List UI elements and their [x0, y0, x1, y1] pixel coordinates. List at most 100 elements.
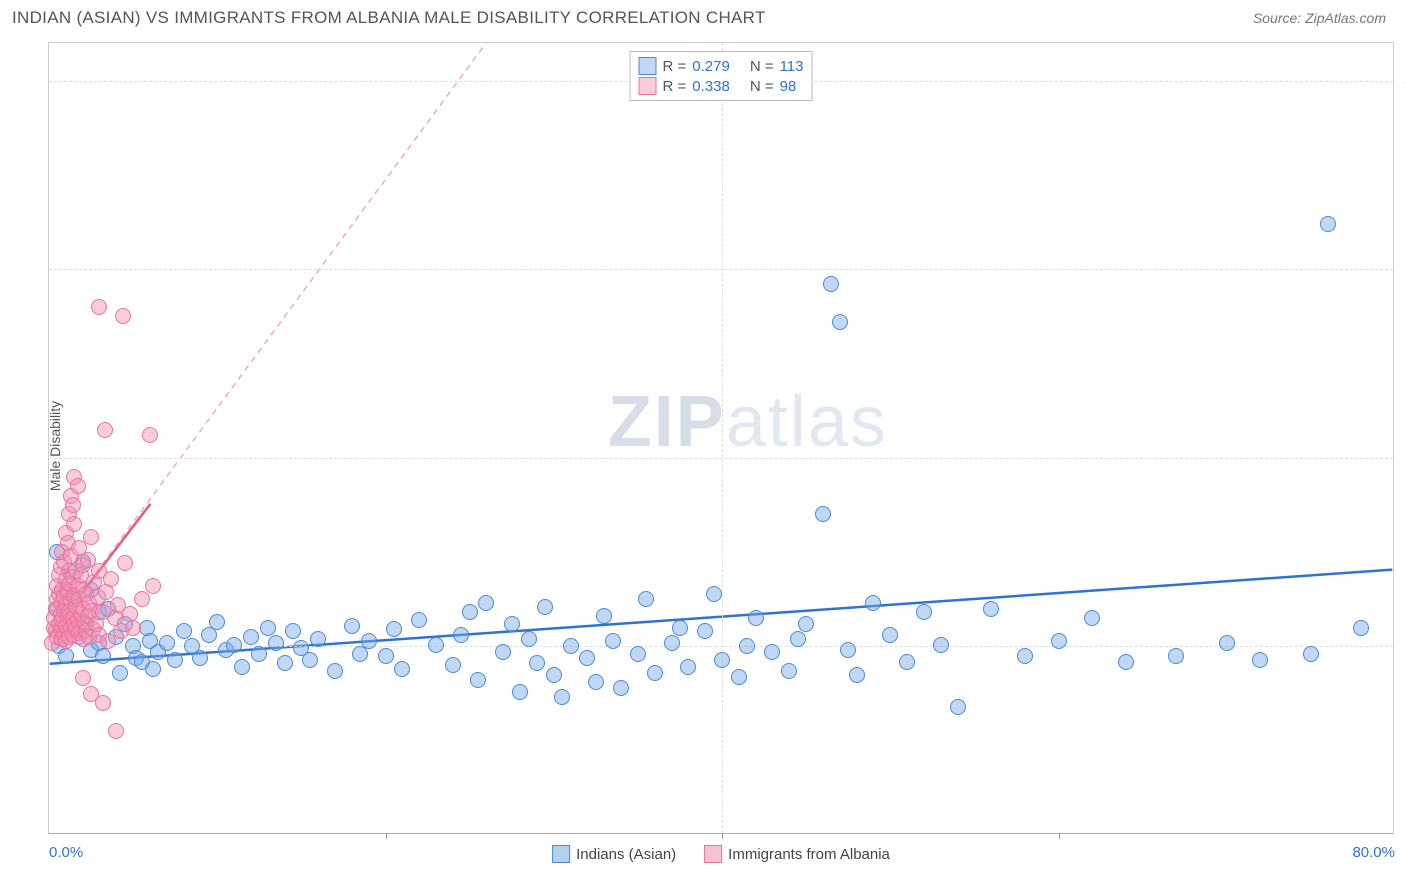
legend-swatch-albania	[639, 77, 657, 95]
point-indian	[495, 644, 511, 660]
legend-stats-row-0: R = 0.279 N = 113	[639, 56, 804, 76]
point-indian	[706, 586, 722, 602]
xtick	[722, 833, 723, 839]
point-indian	[453, 627, 469, 643]
point-albania	[75, 670, 91, 686]
point-albania	[70, 478, 86, 494]
point-indian	[605, 633, 621, 649]
point-indian	[260, 620, 276, 636]
point-indian	[899, 654, 915, 670]
point-albania	[142, 427, 158, 443]
point-indian	[672, 620, 688, 636]
point-indian	[445, 657, 461, 673]
point-indian	[285, 623, 301, 639]
grid-v	[722, 43, 723, 833]
legend-stats: R = 0.279 N = 113 R = 0.338 N = 98	[630, 51, 813, 101]
chart-title: INDIAN (ASIAN) VS IMMIGRANTS FROM ALBANI…	[12, 8, 766, 28]
point-indian	[428, 637, 444, 653]
point-indian	[95, 648, 111, 664]
point-indian	[504, 616, 520, 632]
point-albania	[66, 516, 82, 532]
x-axis-max-label: 80.0%	[1352, 844, 1395, 861]
point-indian	[546, 667, 562, 683]
xtick	[1059, 833, 1060, 839]
grid-h	[49, 458, 1393, 459]
point-indian	[192, 650, 208, 666]
point-albania	[91, 299, 107, 315]
point-indian	[823, 276, 839, 292]
point-indian	[815, 506, 831, 522]
point-indian	[209, 614, 225, 630]
point-indian	[226, 637, 242, 653]
point-albania	[103, 571, 119, 587]
chart-plot-area: ZIPatlas R = 0.279 N = 113 R = 0.338 N =…	[48, 42, 1394, 834]
point-indian	[664, 635, 680, 651]
point-indian	[764, 644, 780, 660]
point-indian	[386, 621, 402, 637]
point-indian	[840, 642, 856, 658]
watermark: ZIPatlas	[608, 381, 888, 463]
point-indian	[1051, 633, 1067, 649]
point-indian	[882, 627, 898, 643]
point-indian	[563, 638, 579, 654]
point-indian	[521, 631, 537, 647]
point-indian	[1252, 652, 1268, 668]
point-albania	[134, 591, 150, 607]
point-indian	[361, 633, 377, 649]
point-indian	[243, 629, 259, 645]
point-indian	[832, 314, 848, 330]
point-indian	[378, 648, 394, 664]
point-indian	[529, 655, 545, 671]
source-label: Source: ZipAtlas.com	[1253, 10, 1386, 26]
point-indian	[112, 665, 128, 681]
title-bar: INDIAN (ASIAN) VS IMMIGRANTS FROM ALBANI…	[0, 0, 1406, 32]
point-indian	[748, 610, 764, 626]
legend-swatch-indian-b	[552, 845, 570, 863]
point-indian	[865, 595, 881, 611]
point-albania	[115, 308, 131, 324]
point-indian	[739, 638, 755, 654]
point-indian	[950, 699, 966, 715]
point-albania	[117, 555, 133, 571]
point-indian	[554, 689, 570, 705]
point-indian	[145, 661, 161, 677]
point-albania	[97, 422, 113, 438]
trend-lines	[49, 43, 1393, 833]
point-indian	[647, 665, 663, 681]
point-indian	[1353, 620, 1369, 636]
point-indian	[512, 684, 528, 700]
point-indian	[470, 672, 486, 688]
point-indian	[1320, 216, 1336, 232]
point-indian	[1084, 610, 1100, 626]
point-indian	[790, 631, 806, 647]
point-indian	[478, 595, 494, 611]
point-indian	[1168, 648, 1184, 664]
legend-item-indian: Indians (Asian)	[552, 845, 676, 863]
point-indian	[302, 652, 318, 668]
grid-h	[49, 269, 1393, 270]
point-indian	[327, 663, 343, 679]
legend-series: Indians (Asian) Immigrants from Albania	[552, 845, 890, 863]
point-albania	[65, 497, 81, 513]
point-indian	[251, 646, 267, 662]
point-indian	[1219, 635, 1235, 651]
point-albania	[95, 695, 111, 711]
point-indian	[714, 652, 730, 668]
point-indian	[176, 623, 192, 639]
point-indian	[1118, 654, 1134, 670]
point-albania	[83, 529, 99, 545]
point-indian	[588, 674, 604, 690]
point-indian	[310, 631, 326, 647]
point-albania	[108, 723, 124, 739]
point-indian	[394, 661, 410, 677]
point-indian	[798, 616, 814, 632]
point-indian	[234, 659, 250, 675]
point-albania	[145, 578, 161, 594]
point-indian	[277, 655, 293, 671]
point-indian	[537, 599, 553, 615]
point-indian	[1017, 648, 1033, 664]
point-indian	[579, 650, 595, 666]
point-indian	[344, 618, 360, 634]
point-indian	[697, 623, 713, 639]
legend-stats-row-1: R = 0.338 N = 98	[639, 76, 804, 96]
